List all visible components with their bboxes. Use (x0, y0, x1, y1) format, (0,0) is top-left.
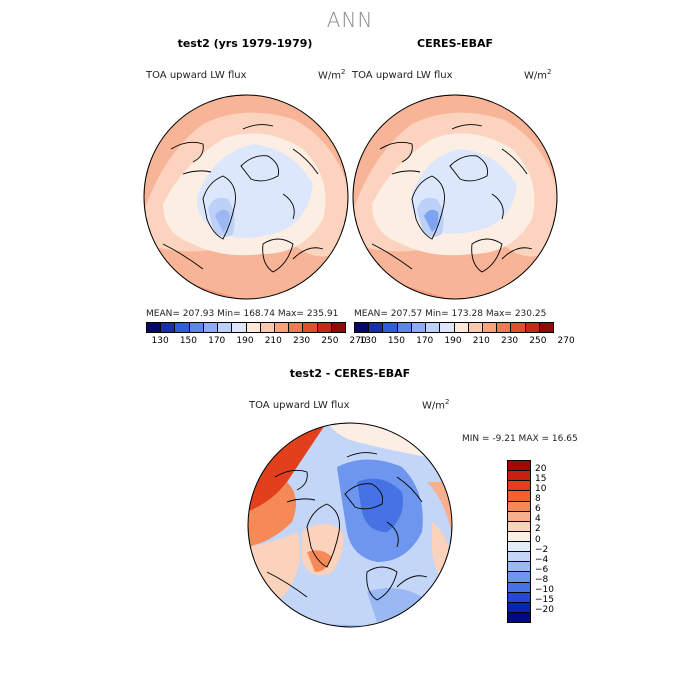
colorbar-swatch (508, 481, 530, 492)
colorbar-tick-label: 6 (535, 504, 541, 515)
panel-2-units: W/m2 (524, 68, 552, 82)
colorbar-tick-label: −20 (535, 604, 554, 615)
colorbar-swatch (508, 471, 530, 482)
colorbar-tick-label: 230 (500, 336, 519, 346)
colorbar-swatch (508, 531, 530, 542)
colorbar-tick-label: −2 (535, 544, 549, 555)
colorbar-swatch (331, 323, 346, 332)
colorbar-tick-label: 210 (264, 336, 282, 346)
colorbar-tick-label: −8 (535, 574, 549, 585)
colorbar-difference (507, 460, 531, 623)
panel-1-units: W/m2 (318, 68, 346, 82)
colorbar-tick-label: 250 (529, 336, 547, 346)
colorbar-tick-label: 20 (535, 464, 547, 475)
colorbar-tick-label: 8 (535, 494, 541, 505)
colorbar-swatch (508, 501, 530, 512)
colorbar-swatch (508, 511, 530, 522)
colorbar-swatch (411, 323, 427, 332)
panel-2-stats: MEAN= 207.57 Min= 173.28 Max= 230.25 (354, 309, 547, 319)
colorbar-test2 (146, 322, 346, 333)
colorbar-swatch (508, 521, 530, 532)
colorbar-swatch (189, 323, 204, 332)
colorbar-tick-label: 230 (292, 336, 311, 346)
colorbar-tick-label: 10 (535, 484, 547, 495)
panel-1-variable: TOA upward LW flux (146, 70, 247, 81)
colorbar-swatch (232, 323, 247, 332)
colorbar-tick-label: 190 (444, 336, 462, 346)
colorbar-swatch (317, 323, 332, 332)
panel-1-stats: MEAN= 207.93 Min= 168.74 Max= 235.91 (146, 309, 339, 319)
map-ceres-ebaf (352, 94, 558, 300)
colorbar-difference-labels: 20 15 10 8 6 4 2 0 −2 −4 −6 −8 −10 −15 −20 (535, 460, 575, 621)
colorbar-swatch (508, 461, 530, 472)
colorbar-swatch (246, 323, 261, 332)
colorbar-swatch (508, 572, 530, 583)
colorbar-tick-label: 190 (236, 336, 254, 346)
colorbar-tick-label: −15 (535, 594, 554, 605)
colorbar-swatch (147, 323, 162, 332)
figure-title: ANN (326, 8, 374, 32)
colorbar-swatch (426, 323, 441, 332)
panel-3-units: W/m2 (422, 398, 450, 412)
colorbar-swatch (508, 592, 530, 603)
colorbar-swatch (508, 552, 530, 563)
colorbar-tick-label: 250 (321, 336, 339, 346)
panel-2-variable: TOA upward LW flux (352, 70, 453, 81)
colorbar-ceres-ebaf (354, 322, 554, 333)
panel-1-title: test2 (yrs 1979-1979) (177, 37, 313, 50)
colorbar-swatch (203, 323, 219, 332)
colorbar-tick-label: 210 (472, 336, 490, 346)
colorbar-tick-label: 2 (535, 524, 541, 535)
colorbar-swatch (397, 323, 412, 332)
map-difference (247, 422, 453, 628)
colorbar-tick-label: −4 (535, 554, 549, 565)
colorbar-tick-label: 270 (349, 336, 367, 346)
colorbar-swatch (508, 491, 530, 502)
colorbar-swatch (508, 562, 530, 573)
colorbar-tick-label: 270 (557, 336, 575, 346)
colorbar-swatch (218, 323, 233, 332)
colorbar-tick-label: 150 (387, 336, 406, 346)
colorbar-tick-label: 130 (151, 336, 169, 346)
colorbar-tick-label: 170 (416, 336, 434, 346)
colorbar-swatch (508, 542, 530, 553)
colorbar-swatch (175, 323, 190, 332)
panel-3-title: test2 - CERES-EBAF (289, 367, 411, 380)
colorbar-tick-label: 15 (535, 474, 547, 485)
colorbar-tick-label: −10 (535, 584, 554, 595)
map-test2 (143, 94, 349, 300)
colorbar-swatch (525, 323, 540, 332)
panel-3-stats: MIN = -9.21 MAX = 16.65 (462, 434, 578, 444)
colorbar-tick-label: 0 (535, 534, 541, 545)
panel-3-variable: TOA upward LW flux (249, 400, 350, 411)
colorbar-swatch (508, 612, 530, 622)
panel-2-title: CERES-EBAF (417, 37, 493, 50)
colorbar-swatch (440, 323, 455, 332)
colorbar-swatch (454, 323, 469, 332)
colorbar-tick-label: −6 (535, 564, 549, 575)
colorbar-swatch (539, 323, 554, 332)
colorbar-swatch (497, 323, 512, 332)
colorbar-swatch (355, 323, 370, 332)
colorbar-swatch (482, 323, 498, 332)
colorbar-swatch (511, 323, 526, 332)
colorbar-swatch (303, 323, 318, 332)
colorbar-tick-label: 130 (359, 336, 377, 346)
colorbar-swatch (383, 323, 398, 332)
colorbar-swatch (289, 323, 304, 332)
colorbar-tick-label: 4 (535, 514, 541, 525)
colorbar-swatch (508, 582, 530, 593)
colorbar-swatch (260, 323, 275, 332)
colorbar-swatch (161, 323, 176, 332)
colorbar-swatch (274, 323, 290, 332)
colorbar-swatch (508, 602, 530, 613)
colorbar-swatch (369, 323, 384, 332)
colorbar-swatch (468, 323, 483, 332)
colorbar-tick-label: 150 (179, 336, 198, 346)
colorbar-tick-label: 170 (208, 336, 226, 346)
